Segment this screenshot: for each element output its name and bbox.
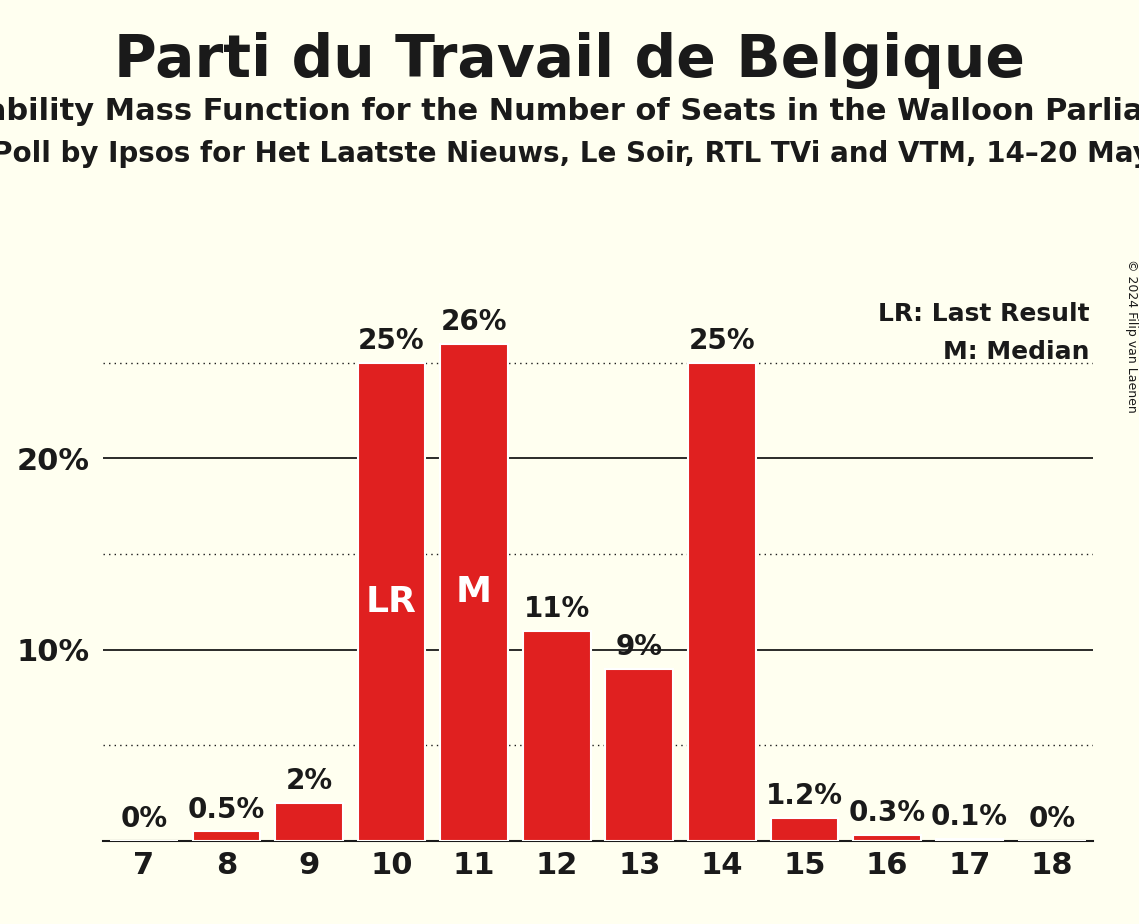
- Text: M: Median: M: Median: [943, 340, 1089, 364]
- Bar: [358, 363, 425, 841]
- Text: 11%: 11%: [524, 595, 590, 623]
- Text: Based on an Opinion Poll by Ipsos for Het Laatste Nieuws, Le Soir, RTL TVi and V: Based on an Opinion Poll by Ipsos for He…: [0, 140, 1139, 168]
- Text: 26%: 26%: [441, 308, 507, 336]
- Text: 9%: 9%: [616, 633, 663, 662]
- Bar: [606, 669, 673, 841]
- Text: 0%: 0%: [121, 805, 167, 833]
- Text: M: M: [456, 576, 492, 609]
- Text: 0.3%: 0.3%: [849, 799, 926, 828]
- Text: 25%: 25%: [359, 327, 425, 355]
- Text: 0%: 0%: [1029, 805, 1075, 833]
- Bar: [936, 839, 1003, 841]
- Text: 1.2%: 1.2%: [765, 783, 843, 810]
- Text: © 2024 Filip van Laenen: © 2024 Filip van Laenen: [1124, 259, 1138, 412]
- Bar: [523, 630, 590, 841]
- Text: LR: Last Result: LR: Last Result: [878, 302, 1089, 326]
- Bar: [441, 344, 508, 841]
- Bar: [192, 832, 260, 841]
- Text: Probability Mass Function for the Number of Seats in the Walloon Parliament: Probability Mass Function for the Number…: [0, 97, 1139, 126]
- Text: 0.5%: 0.5%: [188, 796, 265, 823]
- Text: 2%: 2%: [286, 767, 333, 795]
- Text: Parti du Travail de Belgique: Parti du Travail de Belgique: [114, 32, 1025, 90]
- Text: 25%: 25%: [689, 327, 755, 355]
- Bar: [771, 818, 838, 841]
- Text: LR: LR: [366, 585, 417, 619]
- Bar: [688, 363, 755, 841]
- Bar: [853, 835, 920, 841]
- Bar: [276, 803, 343, 841]
- Text: 0.1%: 0.1%: [931, 803, 1008, 832]
